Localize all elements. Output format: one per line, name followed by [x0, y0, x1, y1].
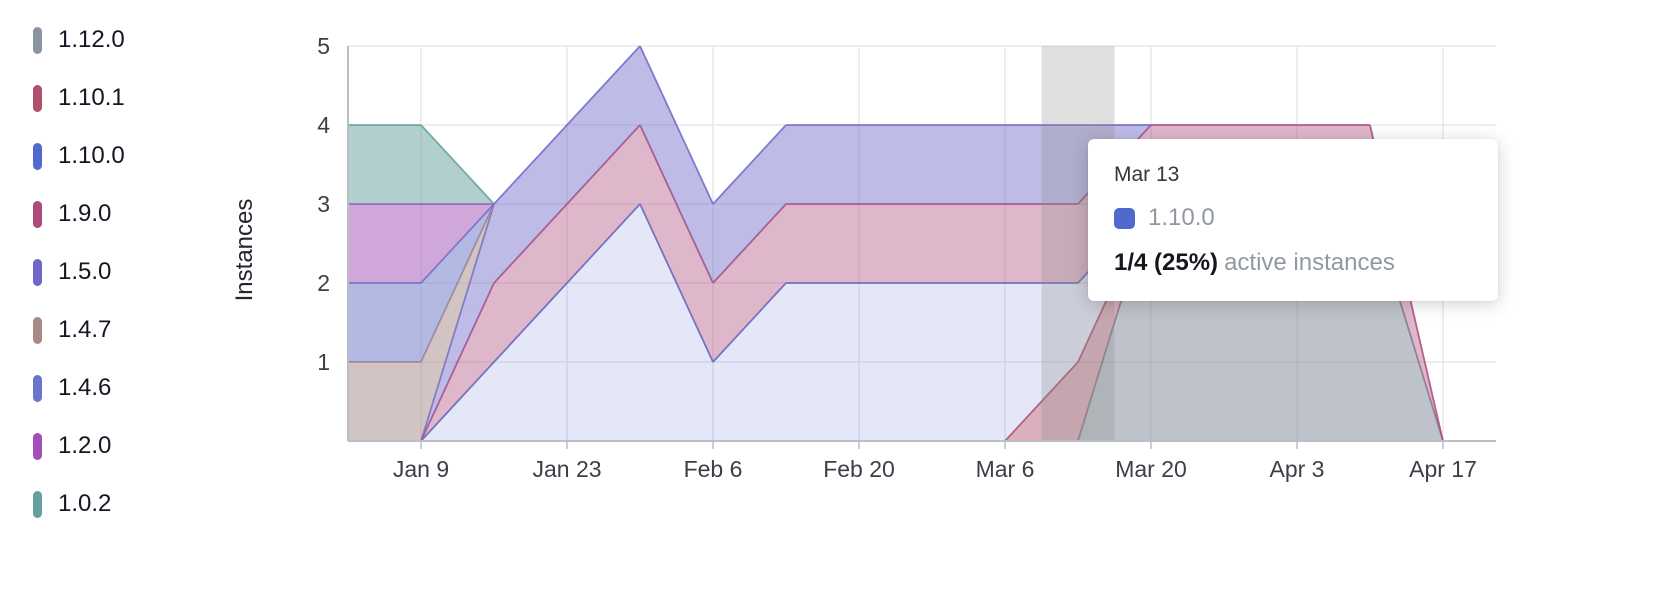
- version-legend: 1.12.0 1.10.1 1.10.0 1.9.0 1.5.0 1.4.7 1.4.6 1.…: [33, 26, 125, 518]
- x-axis-label: Jan 9: [393, 456, 449, 482]
- x-axis-label: Feb 20: [823, 456, 895, 482]
- x-axis-label: Jan 23: [532, 456, 601, 482]
- legend-item-1.10.0[interactable]: 1.10.0: [33, 142, 125, 170]
- series-area-1.5.0: [348, 46, 1443, 441]
- legend-swatch-icon: [33, 200, 42, 228]
- legend-item-label: 1.9.0: [58, 200, 112, 227]
- y-axis-label: 3: [317, 191, 330, 217]
- legend-swatch-icon: [33, 432, 42, 460]
- x-axis-label: Apr 17: [1409, 456, 1477, 482]
- legend-swatch-icon: [33, 490, 42, 518]
- legend-swatch-icon: [33, 258, 42, 286]
- series-swatch-icon: [1114, 207, 1135, 229]
- legend-item-1.2.0[interactable]: 1.2.0: [33, 432, 125, 460]
- legend-item-label: 1.10.1: [58, 84, 125, 111]
- legend-item-label: 1.10.0: [58, 142, 125, 169]
- tooltip-series-row: 1.10.0: [1114, 204, 1472, 232]
- legend-item-1.10.1[interactable]: 1.10.1: [33, 84, 125, 112]
- series-line-1.0.2: [348, 124, 495, 205]
- series-line-1.10.0: [420, 203, 1152, 442]
- legend-item-label: 1.4.7: [58, 316, 112, 343]
- legend-swatch-icon: [33, 26, 42, 54]
- legend-item-1.0.2[interactable]: 1.0.2: [33, 490, 125, 518]
- legend-item-label: 1.5.0: [58, 258, 112, 285]
- x-axis-label: Mar 20: [1115, 456, 1187, 482]
- series-area-1.10.0: [348, 204, 1443, 441]
- tooltip-value: 1/4 (25%): [1114, 249, 1219, 276]
- legend-item-1.5.0[interactable]: 1.5.0: [33, 258, 125, 286]
- y-axis-label: 2: [317, 270, 330, 296]
- tooltip-suffix: active instances: [1224, 249, 1395, 276]
- legend-item-label: 1.4.6: [58, 374, 112, 401]
- legend-swatch-icon: [33, 316, 42, 344]
- x-axis-label: Feb 6: [684, 456, 743, 482]
- legend-item-label: 1.2.0: [58, 432, 112, 459]
- x-axis-label: Apr 3: [1270, 456, 1325, 482]
- y-axis-label: 1: [317, 349, 330, 375]
- legend-item-1.4.6[interactable]: 1.4.6: [33, 374, 125, 402]
- tooltip: Mar 13 1.10.0 1/4 (25%) active instances: [1088, 139, 1498, 301]
- legend-swatch-icon: [33, 374, 42, 402]
- tooltip-value-row: 1/4 (25%) active instances: [1114, 249, 1472, 277]
- legend-item-label: 1.0.2: [58, 490, 112, 517]
- legend-swatch-icon: [33, 142, 42, 170]
- legend-item-1.9.0[interactable]: 1.9.0: [33, 200, 125, 228]
- legend-swatch-icon: [33, 84, 42, 112]
- legend-item-label: 1.12.0: [58, 26, 125, 53]
- tooltip-series-name: 1.10.0: [1148, 204, 1215, 231]
- legend-item-1.12.0[interactable]: 1.12.0: [33, 26, 125, 54]
- y-axis-label: 4: [317, 112, 330, 138]
- tooltip-date: Mar 13: [1114, 163, 1180, 186]
- y-axis-label: 5: [317, 33, 330, 59]
- legend-item-1.4.7[interactable]: 1.4.7: [33, 316, 125, 344]
- x-axis-label: Mar 6: [976, 456, 1035, 482]
